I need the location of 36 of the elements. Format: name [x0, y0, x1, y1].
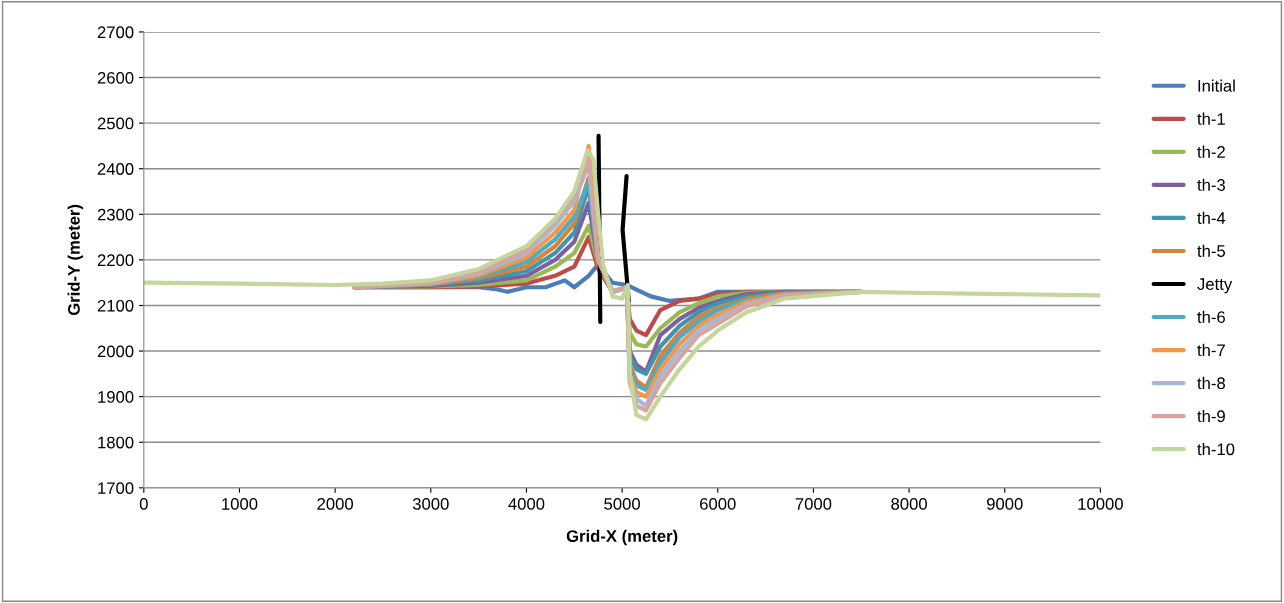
y-tick-label: 2000	[97, 345, 134, 358]
y-tick-label: 2300	[97, 208, 134, 221]
x-tick-label: 4000	[508, 497, 545, 510]
legend-label: th-4	[1197, 211, 1226, 224]
y-tick-label: 2400	[97, 163, 134, 175]
x-tick-label: 9000	[986, 497, 1023, 510]
legend-label: th-7	[1197, 343, 1225, 357]
y-tick-label: 2200	[97, 254, 134, 267]
legend-label: th-8	[1197, 376, 1225, 390]
legend-label: Initial	[1198, 79, 1235, 92]
y-tick-label: 2500	[97, 117, 134, 130]
y-tick-label: 1700	[98, 482, 134, 495]
y-tick-label: 1900	[98, 391, 134, 403]
legend-label: th-5	[1197, 244, 1225, 257]
x-tick-label: 6000	[700, 497, 736, 510]
x-tick-label: 5000	[604, 497, 640, 510]
legend-label: th-9	[1197, 409, 1225, 423]
y-axis-title: Grid-Y (meter)	[67, 204, 84, 316]
y-tick-label: 2700	[97, 26, 134, 39]
x-tick-label: 7000	[795, 497, 832, 510]
y-tick-label: 1800	[98, 436, 134, 449]
x-axis-title: Grid-X (meter)	[566, 529, 678, 546]
legend-label: th-1	[1197, 112, 1225, 125]
y-tick-label: 2100	[97, 299, 134, 312]
legend-label: th-2	[1197, 145, 1225, 158]
y-tick-label: 2600	[97, 71, 134, 84]
x-tick-label: 8000	[891, 497, 927, 510]
legend-label: th-6	[1197, 310, 1225, 324]
x-tick-label: 10000	[1078, 497, 1123, 510]
x-tick-label: 2000	[317, 497, 354, 510]
x-tick-label: 1000	[222, 497, 258, 510]
legend-label: th-10	[1197, 442, 1235, 456]
legend-label: Jetty	[1197, 278, 1233, 294]
x-tick-label: 0	[139, 497, 148, 510]
legend-label: th-3	[1197, 178, 1225, 191]
x-tick-label: 3000	[412, 497, 449, 510]
